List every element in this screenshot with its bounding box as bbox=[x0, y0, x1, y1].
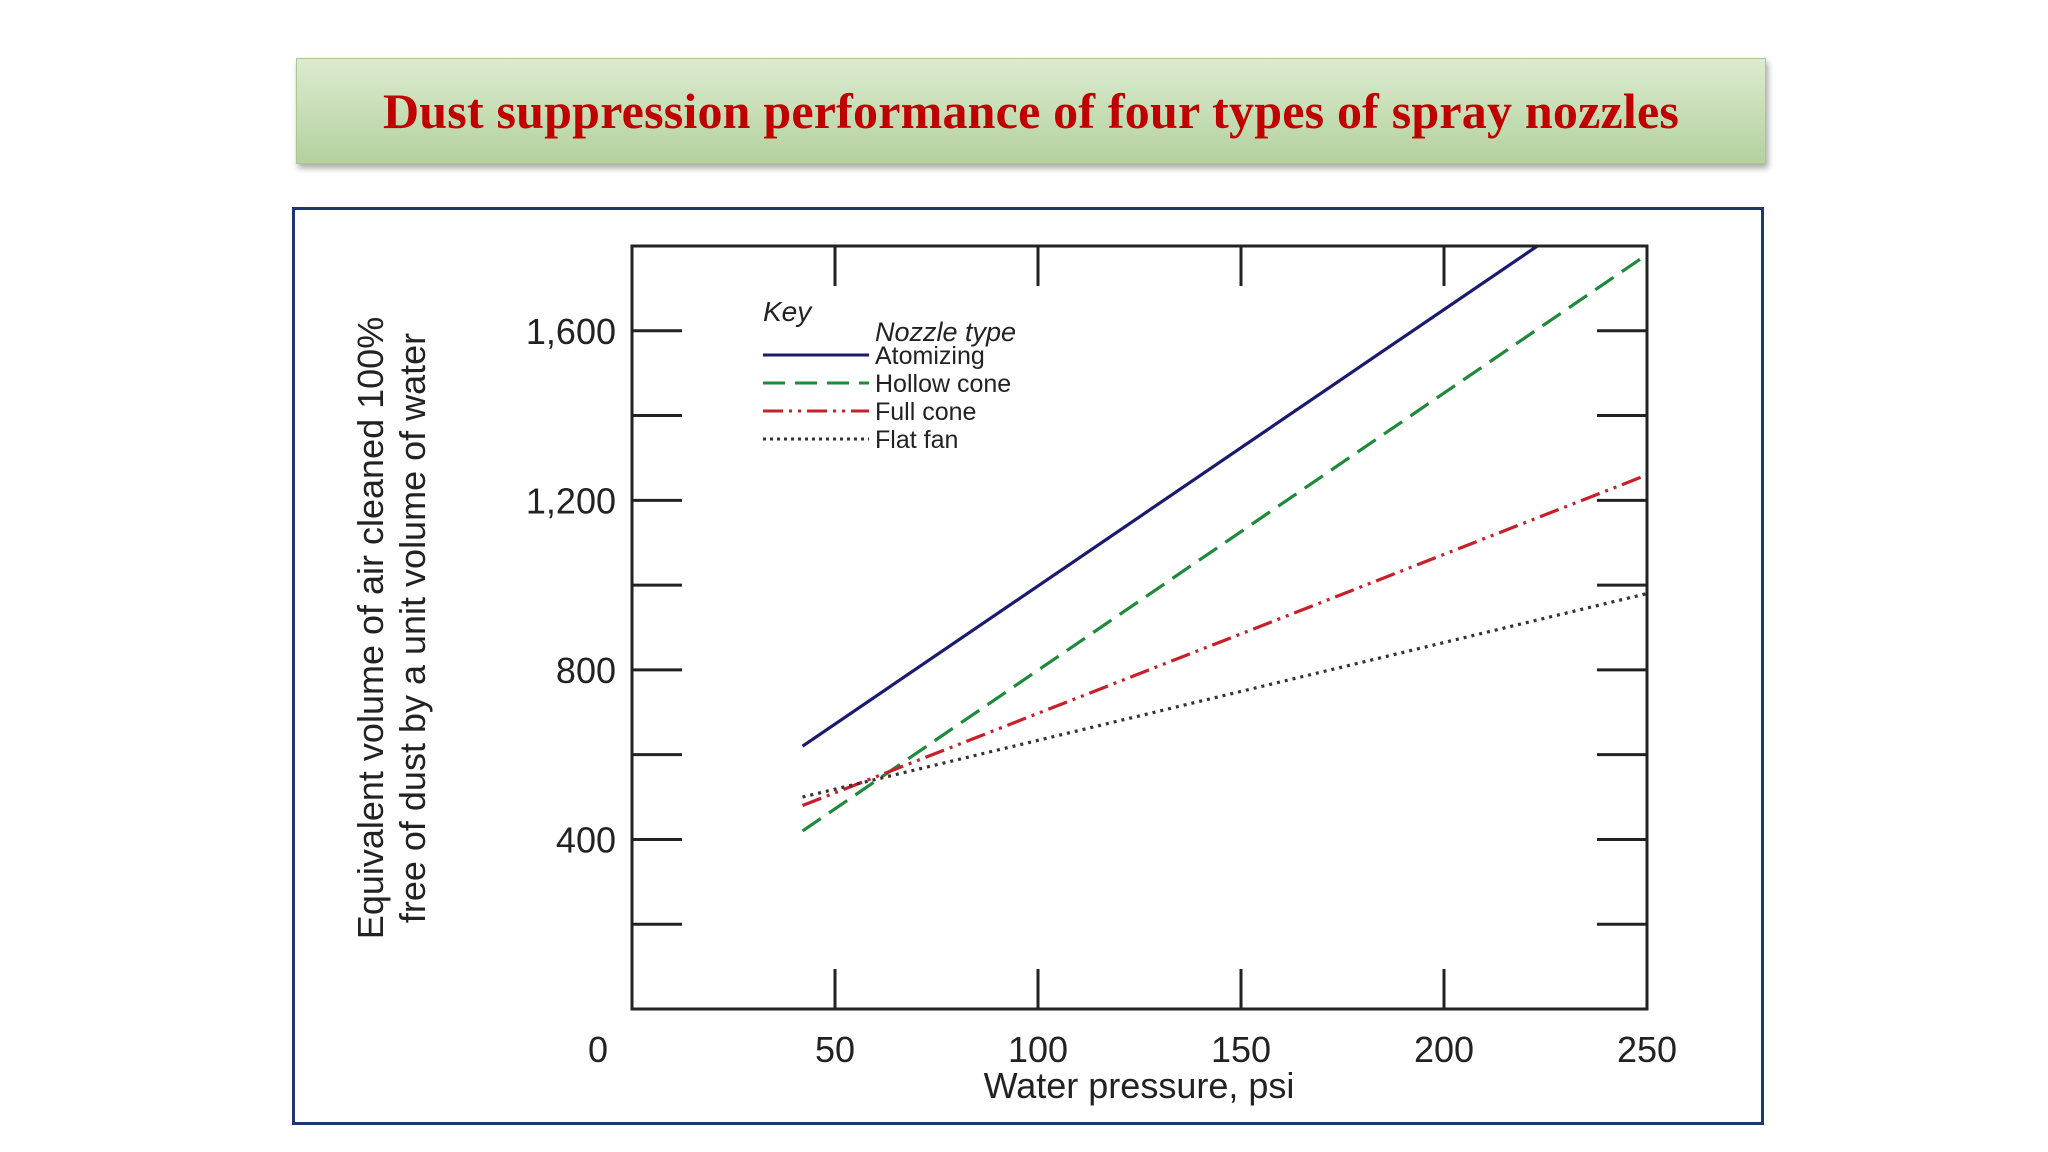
legend-label: Flat fan bbox=[875, 426, 958, 454]
chart-frame: Equivalent volume of air cleaned 100% fr… bbox=[292, 207, 1764, 1125]
series-line-flat-fan bbox=[802, 592, 1648, 799]
y-axis-label-line2: free of dust by a unit volume of water bbox=[392, 333, 433, 923]
x-tick-label: 250 bbox=[1617, 1029, 1677, 1070]
y-tick-label: 400 bbox=[556, 819, 616, 860]
legend-key-label: Key bbox=[763, 296, 813, 327]
legend-label: Atomizing bbox=[875, 342, 985, 370]
series-line-full-cone bbox=[801, 473, 1648, 808]
x-tick-label: 0 bbox=[588, 1029, 608, 1070]
x-tick-label: 150 bbox=[1211, 1029, 1271, 1070]
x-tick-label: 100 bbox=[1008, 1029, 1068, 1070]
series-line-hollow-cone bbox=[801, 253, 1648, 833]
plot-area-border bbox=[630, 244, 1649, 1011]
tick-layer: 0 50 100 150 200 250 400 800 1,200 1,600 bbox=[526, 246, 1677, 1070]
legend-label: Full cone bbox=[875, 398, 976, 426]
series-line-atomizing bbox=[801, 244, 1539, 748]
legend-label: Hollow cone bbox=[875, 370, 1011, 398]
y-tick-label: 800 bbox=[556, 650, 616, 691]
y-tick-label: 1,600 bbox=[526, 311, 616, 352]
x-tick-label: 50 bbox=[815, 1029, 855, 1070]
y-axis-label-line1: Equivalent volume of air cleaned 100% bbox=[350, 317, 391, 939]
series-layer bbox=[801, 244, 1648, 833]
x-tick-label: 200 bbox=[1414, 1029, 1474, 1070]
slide-title: Dust suppression performance of four typ… bbox=[382, 83, 1680, 139]
line-chart: Equivalent volume of air cleaned 100% fr… bbox=[350, 244, 1677, 1106]
x-axis-label: Water pressure, psi bbox=[984, 1065, 1295, 1106]
legend-heading: Nozzle type bbox=[875, 317, 1016, 347]
y-tick-label: 1,200 bbox=[526, 480, 616, 521]
title-banner: Dust suppression performance of four typ… bbox=[296, 58, 1766, 164]
